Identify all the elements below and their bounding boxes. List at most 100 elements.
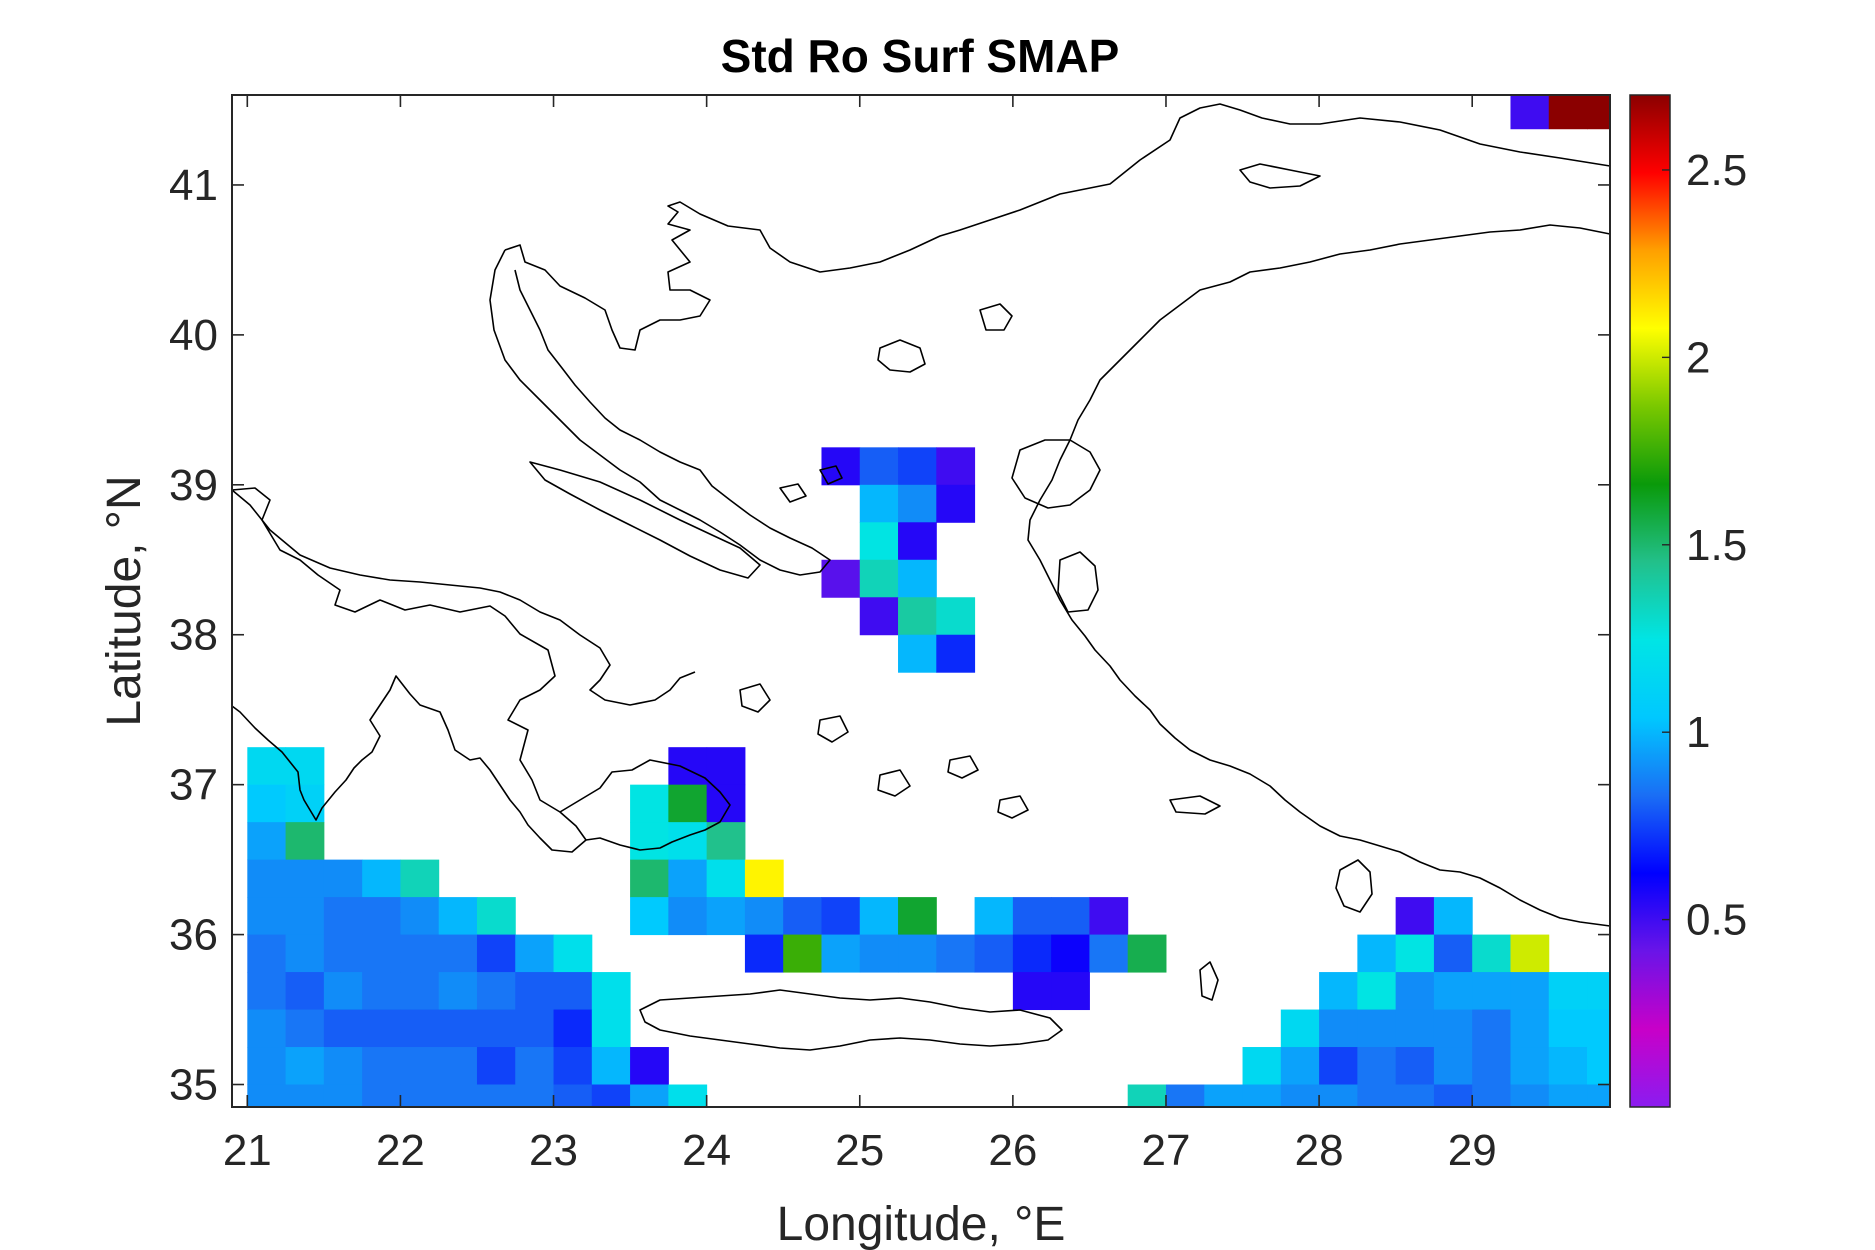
heatmap-cell (1433, 972, 1473, 1011)
heatmap-cell (438, 1084, 478, 1108)
x-tick-label: 21 (223, 1126, 272, 1175)
heatmap-cell (706, 859, 746, 898)
heatmap-cell (591, 972, 631, 1011)
heatmap-cell (400, 897, 440, 936)
heatmap-cell (476, 1084, 516, 1108)
heatmap-cell (936, 447, 976, 486)
heatmap-cell (744, 897, 784, 936)
heatmap-cell (783, 897, 822, 936)
heatmap-cell (859, 597, 899, 636)
heatmap-cell (1127, 1084, 1167, 1108)
heatmap-cell (1395, 1009, 1435, 1048)
y-tick-label: 39 (169, 461, 218, 510)
plot-frame (231, 94, 1611, 1108)
heatmap-cell (247, 897, 287, 936)
heatmap-cell (1051, 897, 1090, 936)
heatmap-cell (1548, 1047, 1588, 1086)
heatmap-cell (285, 1084, 325, 1108)
heatmap-cell (1127, 934, 1167, 973)
heatmap-cell (1548, 95, 1588, 130)
heatmap-cell (1089, 897, 1129, 936)
coastline-marmara (1239, 163, 1321, 189)
heatmap-cell (362, 934, 401, 973)
y-tick-label: 41 (169, 161, 218, 210)
heatmap-cell (630, 784, 669, 823)
heatmap-cell (323, 934, 363, 973)
heatmap-cell (1357, 1047, 1397, 1086)
heatmap-cell (553, 972, 593, 1011)
colorbar-tick-label: 1 (1686, 708, 1710, 757)
x-tick-label: 26 (988, 1126, 1037, 1175)
heatmap-cell (898, 484, 937, 523)
heatmap-cell (1587, 1084, 1611, 1108)
heatmap-cell (438, 972, 478, 1011)
heatmap-cell (1319, 1009, 1358, 1048)
heatmap-cell (859, 559, 899, 598)
heatmap-cell (247, 972, 287, 1011)
heatmap-cell (1395, 934, 1435, 973)
heatmap-cell (476, 1047, 516, 1086)
x-tick-label: 27 (1142, 1126, 1191, 1175)
heatmap-cell (1472, 1009, 1511, 1048)
heatmap-cell (362, 1009, 401, 1048)
coastline-cyclades-2 (817, 715, 849, 743)
heatmap-cell (821, 897, 861, 936)
heatmap-cell (323, 859, 363, 898)
heatmap-cell (476, 1009, 516, 1048)
heatmap-cell (1548, 1009, 1588, 1048)
heatmap-cell (515, 972, 555, 1011)
coastline-lesbos (1011, 439, 1101, 509)
coastline-karpathos (1199, 961, 1219, 1001)
heatmap-cell (1587, 95, 1611, 130)
heatmap-cell (1012, 897, 1052, 936)
heatmap-cell (1587, 1047, 1611, 1086)
heatmap-cell (630, 897, 669, 936)
heatmap-cell (247, 747, 287, 786)
heatmap-cell (859, 934, 899, 973)
heatmap-cell (1510, 95, 1550, 130)
coastline-kos (1169, 795, 1221, 815)
colorbar-gradient (1629, 94, 1671, 1108)
heatmap-cell (898, 897, 937, 936)
x-axis: 21 22 23 24 25 26 27 28 29 (223, 95, 1497, 1175)
y-tick-label: 38 (169, 611, 218, 660)
x-tick-label: 22 (376, 1126, 425, 1175)
heatmap-cell (400, 1084, 440, 1108)
heatmap-cell (247, 822, 287, 861)
heatmap-cell (1280, 1009, 1320, 1048)
heatmap-cell (706, 784, 746, 823)
coastline-cyclades-5 (997, 795, 1029, 819)
heatmap-cell (476, 897, 516, 936)
x-axis-label: Longitude, °E (777, 1198, 1066, 1250)
heatmap-cell (1510, 1009, 1550, 1048)
coastline-euboea (529, 461, 761, 579)
heatmap-cell (1472, 934, 1511, 973)
coastline-map (231, 103, 1611, 1051)
heatmap-cell (1548, 1084, 1588, 1108)
x-tick-label: 29 (1448, 1126, 1497, 1175)
heatmap-cell (285, 934, 325, 973)
heatmap-cell (936, 934, 976, 973)
heatmap-cell (1357, 1084, 1397, 1108)
heatmap-cell (821, 559, 861, 598)
heatmap-cell (1510, 1047, 1550, 1086)
heatmap-cell (668, 784, 708, 823)
heatmap-cell (400, 1047, 440, 1086)
y-tick-label: 37 (169, 761, 218, 810)
heatmap-cell (706, 897, 746, 936)
heatmap-cell (936, 597, 976, 636)
heatmap-cell (285, 897, 325, 936)
heatmap-cell (936, 634, 976, 673)
heatmap-cell (1319, 1084, 1358, 1108)
heatmap-cell (821, 934, 861, 973)
heatmap-cell (1433, 1047, 1473, 1086)
heatmap-cell (1242, 1084, 1282, 1108)
heatmap-cell (362, 1047, 401, 1086)
coastline-crete (639, 989, 1063, 1051)
coastline-chios (1057, 551, 1099, 613)
heatmap-cell (859, 484, 899, 523)
heatmap-cell (515, 934, 555, 973)
heatmap-cell (898, 559, 937, 598)
heatmap-cell (1357, 972, 1397, 1011)
heatmap-cell (898, 597, 937, 636)
